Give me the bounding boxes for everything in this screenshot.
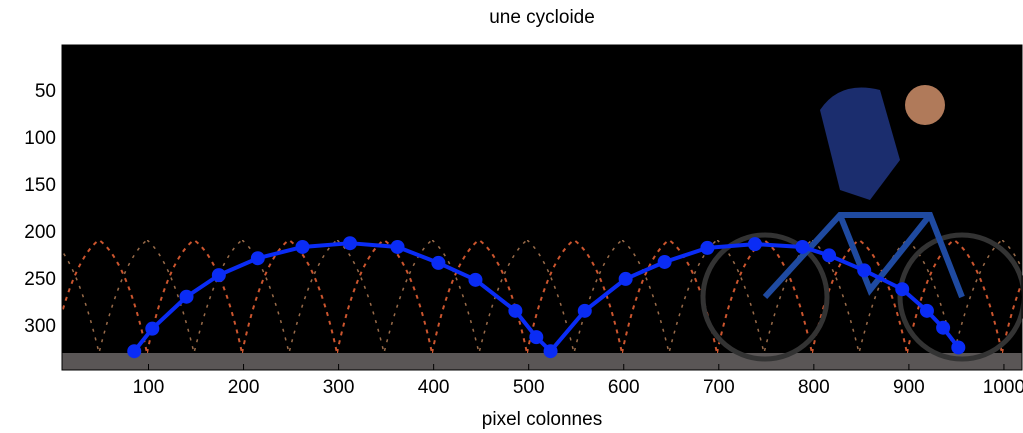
- x-tick-label: 500: [513, 377, 545, 398]
- x-tick-label: 400: [418, 377, 450, 398]
- x-tick-label: 800: [798, 377, 830, 398]
- chart-title: une cycloide: [489, 7, 595, 28]
- y-tick-label: 250: [24, 269, 56, 290]
- x-tick-label: 900: [893, 377, 925, 398]
- data-point: [747, 237, 762, 252]
- data-point: [577, 303, 592, 318]
- data-point: [795, 239, 810, 254]
- plot-frame: [61, 44, 1023, 371]
- x-tick-label: 1000: [983, 377, 1023, 398]
- data-point: [250, 251, 265, 266]
- data-point: [127, 344, 142, 359]
- x-tick-label: 300: [323, 377, 355, 398]
- y-tick-label: 300: [24, 316, 56, 337]
- y-tick-label: 50: [35, 81, 56, 102]
- data-point: [895, 282, 910, 297]
- data-point: [919, 303, 934, 318]
- data-point: [468, 272, 483, 287]
- y-tick-label: 100: [24, 128, 56, 149]
- y-tick-label: 150: [24, 175, 56, 196]
- data-point: [618, 271, 633, 286]
- data-point: [211, 268, 226, 283]
- data-point: [543, 344, 558, 359]
- data-point: [431, 255, 446, 270]
- data-point: [657, 254, 672, 269]
- data-point: [145, 321, 160, 336]
- data-point: [343, 236, 357, 251]
- data-point: [822, 248, 837, 263]
- background-photo: [62, 45, 1023, 370]
- x-tick-label: 100: [133, 377, 165, 398]
- data-point: [295, 239, 310, 254]
- data-point: [529, 330, 544, 345]
- data-point: [390, 239, 405, 254]
- data-point: [936, 320, 951, 335]
- x-tick-label: 700: [703, 377, 735, 398]
- data-point: [179, 289, 194, 304]
- data-point: [857, 263, 872, 278]
- x-tick-label: 200: [228, 377, 260, 398]
- data-point: [508, 303, 523, 318]
- data-point: [700, 240, 715, 255]
- y-tick-label: 200: [24, 222, 56, 243]
- x-axis-label: pixel colonnes: [482, 409, 602, 430]
- x-tick-label: 600: [608, 377, 640, 398]
- data-point: [951, 340, 966, 355]
